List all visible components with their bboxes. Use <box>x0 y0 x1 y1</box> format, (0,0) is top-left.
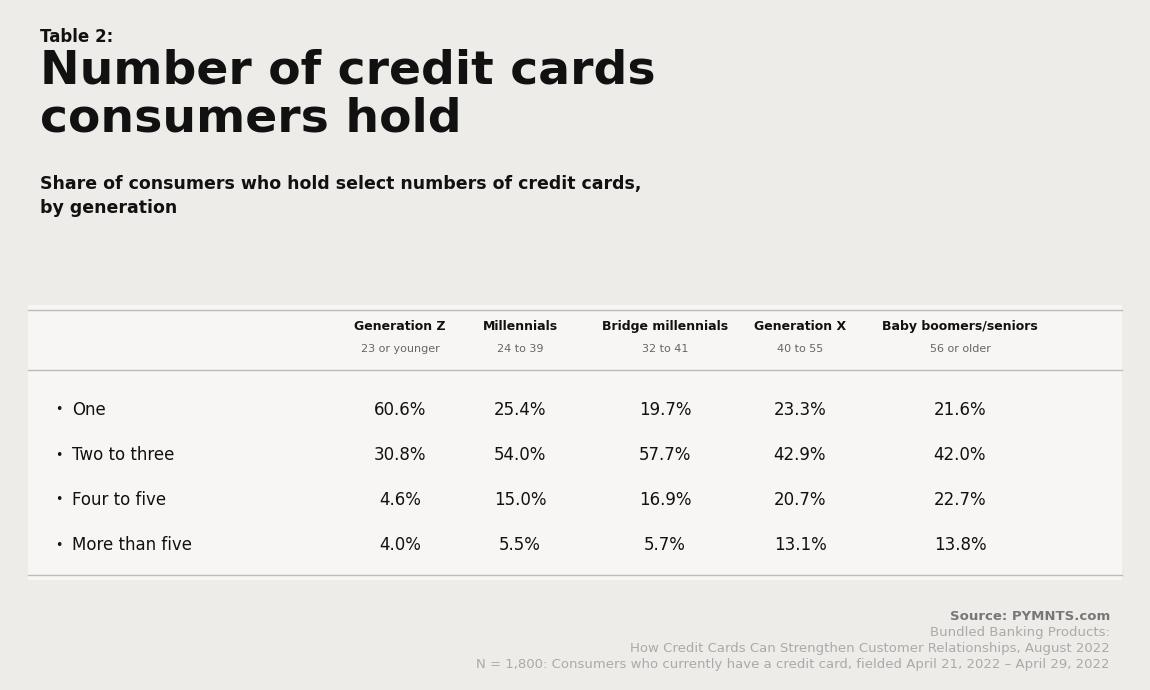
Text: Source: PYMNTS.com: Source: PYMNTS.com <box>950 610 1110 623</box>
Text: N = 1,800: Consumers who currently have a credit card, fielded April 21, 2022 – : N = 1,800: Consumers who currently have … <box>476 658 1110 671</box>
Text: Table 2:: Table 2: <box>40 28 113 46</box>
Text: •: • <box>55 538 62 551</box>
Text: Bridge millennials: Bridge millennials <box>601 320 728 333</box>
Text: 42.0%: 42.0% <box>934 446 987 464</box>
Text: 5.7%: 5.7% <box>644 536 685 554</box>
Text: Number of credit cards
consumers hold: Number of credit cards consumers hold <box>40 48 655 141</box>
Text: Generation Z: Generation Z <box>354 320 446 333</box>
Text: 60.6%: 60.6% <box>374 401 427 419</box>
FancyBboxPatch shape <box>28 305 1122 580</box>
Text: 13.1%: 13.1% <box>774 536 827 554</box>
Text: 42.9%: 42.9% <box>774 446 826 464</box>
Text: Millennials: Millennials <box>483 320 558 333</box>
Text: 16.9%: 16.9% <box>638 491 691 509</box>
Text: Generation X: Generation X <box>754 320 846 333</box>
Text: •: • <box>55 493 62 506</box>
Text: 15.0%: 15.0% <box>493 491 546 509</box>
Text: 32 to 41: 32 to 41 <box>642 344 688 354</box>
Text: 4.0%: 4.0% <box>380 536 421 554</box>
Text: Share of consumers who hold select numbers of credit cards,
by generation: Share of consumers who hold select numbe… <box>40 175 642 217</box>
Text: 23.3%: 23.3% <box>774 401 827 419</box>
Text: More than five: More than five <box>72 536 192 554</box>
Text: 13.8%: 13.8% <box>934 536 987 554</box>
Text: 25.4%: 25.4% <box>493 401 546 419</box>
Text: One: One <box>72 401 106 419</box>
Text: 22.7%: 22.7% <box>934 491 987 509</box>
Text: 20.7%: 20.7% <box>774 491 826 509</box>
Text: •: • <box>55 448 62 462</box>
Text: 40 to 55: 40 to 55 <box>777 344 823 354</box>
Text: Baby boomers/seniors: Baby boomers/seniors <box>882 320 1038 333</box>
Text: •: • <box>55 404 62 417</box>
Text: 30.8%: 30.8% <box>374 446 427 464</box>
Text: 54.0%: 54.0% <box>493 446 546 464</box>
Text: Two to three: Two to three <box>72 446 175 464</box>
Text: 4.6%: 4.6% <box>380 491 421 509</box>
Text: 56 or older: 56 or older <box>929 344 990 354</box>
Text: Bundled Banking Products:: Bundled Banking Products: <box>930 626 1110 639</box>
Text: 24 to 39: 24 to 39 <box>497 344 543 354</box>
Text: 5.5%: 5.5% <box>499 536 540 554</box>
Text: 21.6%: 21.6% <box>934 401 987 419</box>
Text: 57.7%: 57.7% <box>638 446 691 464</box>
Text: Four to five: Four to five <box>72 491 166 509</box>
Text: 19.7%: 19.7% <box>638 401 691 419</box>
Text: 23 or younger: 23 or younger <box>361 344 439 354</box>
Text: How Credit Cards Can Strengthen Customer Relationships, August 2022: How Credit Cards Can Strengthen Customer… <box>630 642 1110 655</box>
